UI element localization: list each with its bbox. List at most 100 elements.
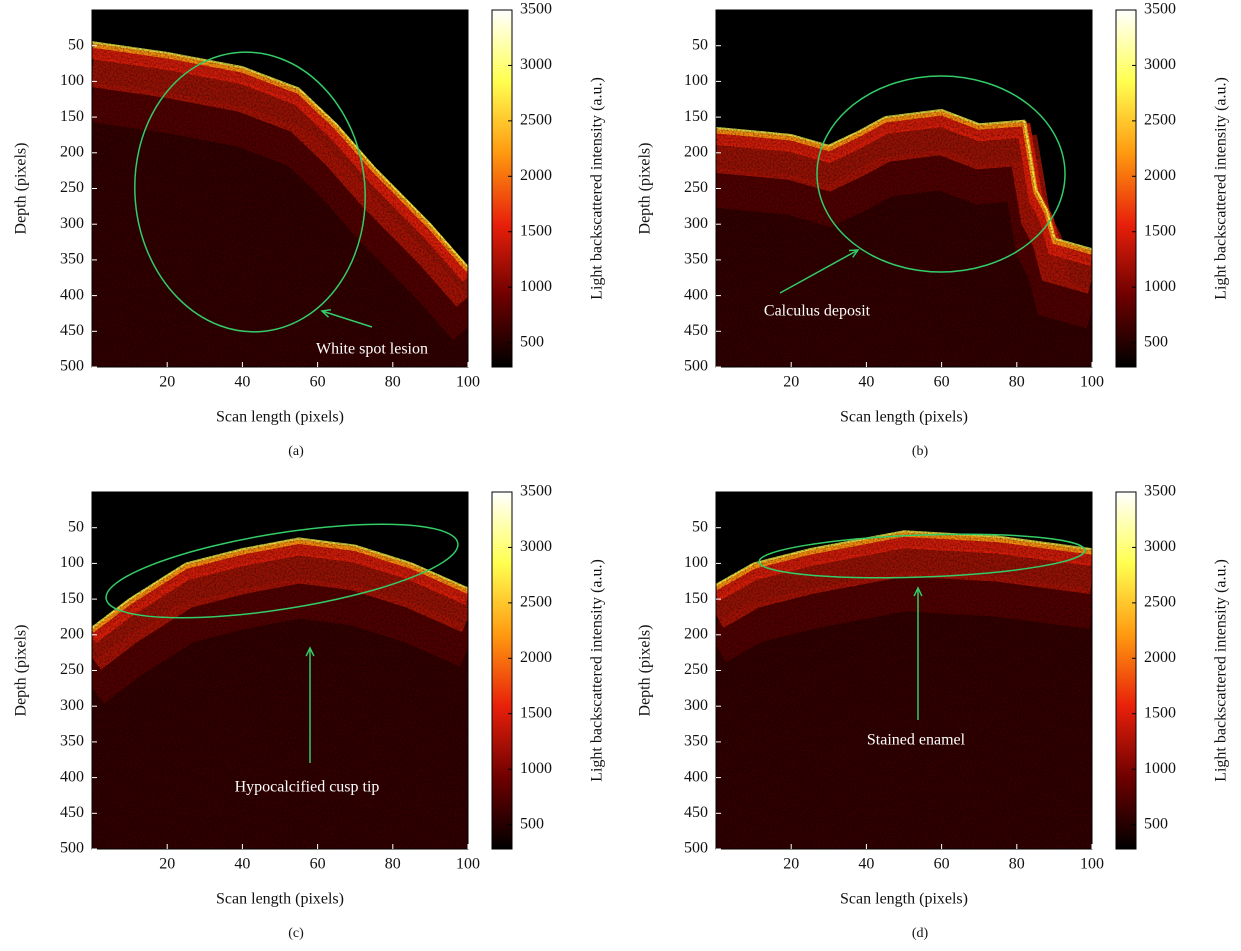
colorbar-label: Light backscattered intensity (a.u.) bbox=[1213, 77, 1230, 300]
annotation-text: Stained enamel bbox=[867, 732, 966, 749]
y-tick-label: 250 bbox=[684, 661, 708, 678]
annotation-ellipse bbox=[816, 75, 1066, 273]
y-tick-label: 150 bbox=[684, 108, 708, 125]
arrow-head bbox=[848, 249, 860, 258]
colorbar-tick-label: 3500 bbox=[1144, 483, 1176, 500]
y-tick-label: 350 bbox=[60, 733, 84, 750]
y-tick-label: 200 bbox=[60, 625, 84, 642]
annotation-ellipse bbox=[134, 51, 366, 333]
speckle bbox=[716, 492, 1092, 849]
y-tick-label: 200 bbox=[684, 143, 708, 160]
arrow-head bbox=[320, 308, 332, 318]
x-tick-label: 40 bbox=[858, 856, 874, 873]
colorbar-tick-label: 2000 bbox=[1144, 167, 1176, 184]
x-tick-label: 40 bbox=[234, 856, 250, 873]
colorbar-tick-label: 3000 bbox=[1144, 56, 1176, 73]
y-tick-label: 300 bbox=[60, 215, 84, 232]
colorbar bbox=[1115, 491, 1137, 850]
oct-image bbox=[92, 492, 468, 849]
colorbar-tick-label: 3000 bbox=[520, 538, 552, 555]
speckle bbox=[92, 10, 468, 367]
colorbar-label: Light backscattered intensity (a.u.) bbox=[589, 77, 606, 300]
colorbar bbox=[1115, 9, 1137, 368]
y-tick-label: 450 bbox=[684, 322, 708, 339]
x-tick-label: 60 bbox=[310, 856, 326, 873]
x-tick-label: 60 bbox=[934, 856, 950, 873]
colorbar-tick-label: 2500 bbox=[1144, 112, 1176, 129]
y-tick-label: 100 bbox=[60, 554, 84, 571]
x-axis-label: Scan length (pixels) bbox=[840, 891, 968, 908]
colorbar-tick-label: 2000 bbox=[520, 649, 552, 666]
y-tick-label: 50 bbox=[68, 518, 84, 535]
colorbar-tick-label: 2500 bbox=[520, 112, 552, 129]
oct-image bbox=[716, 492, 1092, 849]
x-tick-label: 100 bbox=[1080, 374, 1104, 391]
y-tick-label: 250 bbox=[60, 661, 84, 678]
caption: (c) bbox=[288, 926, 304, 941]
x-tick-label: 100 bbox=[456, 374, 480, 391]
x-tick-label: 60 bbox=[934, 374, 950, 391]
colorbar-tick-label: 1500 bbox=[520, 222, 552, 239]
x-tick-label: 40 bbox=[858, 374, 874, 391]
y-tick-label: 150 bbox=[60, 108, 84, 125]
y-tick-label: 300 bbox=[684, 215, 708, 232]
annotation-ellipse bbox=[105, 523, 459, 619]
annotation-ellipse bbox=[758, 533, 1086, 579]
colorbar-tick-label: 1000 bbox=[520, 278, 552, 295]
arrow-head bbox=[913, 586, 923, 597]
speckle bbox=[92, 492, 468, 849]
annotation-text: White spot lesion bbox=[316, 341, 428, 358]
y-tick-label: 50 bbox=[692, 36, 708, 53]
colorbar-tick-label: 2000 bbox=[520, 167, 552, 184]
x-tick-label: 80 bbox=[1009, 374, 1025, 391]
colorbar-tick-label: 2000 bbox=[1144, 649, 1176, 666]
colorbar-tick-label: 500 bbox=[1144, 815, 1168, 832]
x-axis-label: Scan length (pixels) bbox=[216, 409, 344, 426]
x-tick-label: 20 bbox=[783, 374, 799, 391]
colorbar-tick-label: 3500 bbox=[520, 483, 552, 500]
x-tick-label: 20 bbox=[783, 856, 799, 873]
y-tick-label: 450 bbox=[60, 804, 84, 821]
caption: (a) bbox=[288, 444, 304, 459]
caption: (b) bbox=[912, 444, 929, 459]
y-tick-label: 450 bbox=[684, 804, 708, 821]
y-tick-label: 450 bbox=[60, 322, 84, 339]
annotation-arrow bbox=[779, 249, 859, 294]
annotation-arrow bbox=[321, 310, 373, 328]
y-axis-label: Depth (pixels) bbox=[13, 143, 30, 235]
annotation-text: Hypocalcified cusp tip bbox=[235, 779, 380, 796]
heatmap-panel: 20 40 60 80 100 50 100 150 200 250 300 350 400 450 500… bbox=[13, 1, 606, 460]
colorbar-tick-label: 1000 bbox=[1144, 278, 1176, 295]
heatmap-panel: 20 40 60 80 100 50 100 150 200 250 300 350 400 450 500… bbox=[637, 1, 1230, 460]
caption: (d) bbox=[912, 926, 929, 941]
colorbar-tick-label: 2500 bbox=[520, 594, 552, 611]
colorbar-tick-label: 500 bbox=[520, 333, 544, 350]
y-axis-label: Depth (pixels) bbox=[13, 625, 30, 717]
y-tick-label: 500 bbox=[60, 840, 84, 857]
y-tick-label: 300 bbox=[60, 697, 84, 714]
colorbar bbox=[491, 491, 513, 850]
y-tick-label: 250 bbox=[60, 179, 84, 196]
y-tick-label: 400 bbox=[60, 768, 84, 785]
y-tick-label: 400 bbox=[684, 286, 708, 303]
x-axis-label: Scan length (pixels) bbox=[216, 891, 344, 908]
colorbar-tick-label: 500 bbox=[520, 815, 544, 832]
x-tick-label: 80 bbox=[385, 856, 401, 873]
x-tick-label: 40 bbox=[234, 374, 250, 391]
speckle bbox=[716, 10, 1092, 367]
y-tick-label: 150 bbox=[60, 590, 84, 607]
colorbar-label: Light backscattered intensity (a.u.) bbox=[1213, 559, 1230, 782]
y-tick-label: 200 bbox=[60, 143, 84, 160]
colorbar-tick-label: 1000 bbox=[520, 760, 552, 777]
oct-image bbox=[92, 10, 468, 367]
y-tick-label: 300 bbox=[684, 697, 708, 714]
x-tick-label: 80 bbox=[1009, 856, 1025, 873]
x-tick-label: 100 bbox=[1080, 856, 1104, 873]
y-tick-label: 350 bbox=[60, 251, 84, 268]
y-tick-label: 500 bbox=[60, 358, 84, 375]
y-tick-label: 500 bbox=[684, 840, 708, 857]
colorbar-tick-label: 500 bbox=[1144, 333, 1168, 350]
x-tick-label: 80 bbox=[385, 374, 401, 391]
y-tick-label: 100 bbox=[60, 72, 84, 89]
